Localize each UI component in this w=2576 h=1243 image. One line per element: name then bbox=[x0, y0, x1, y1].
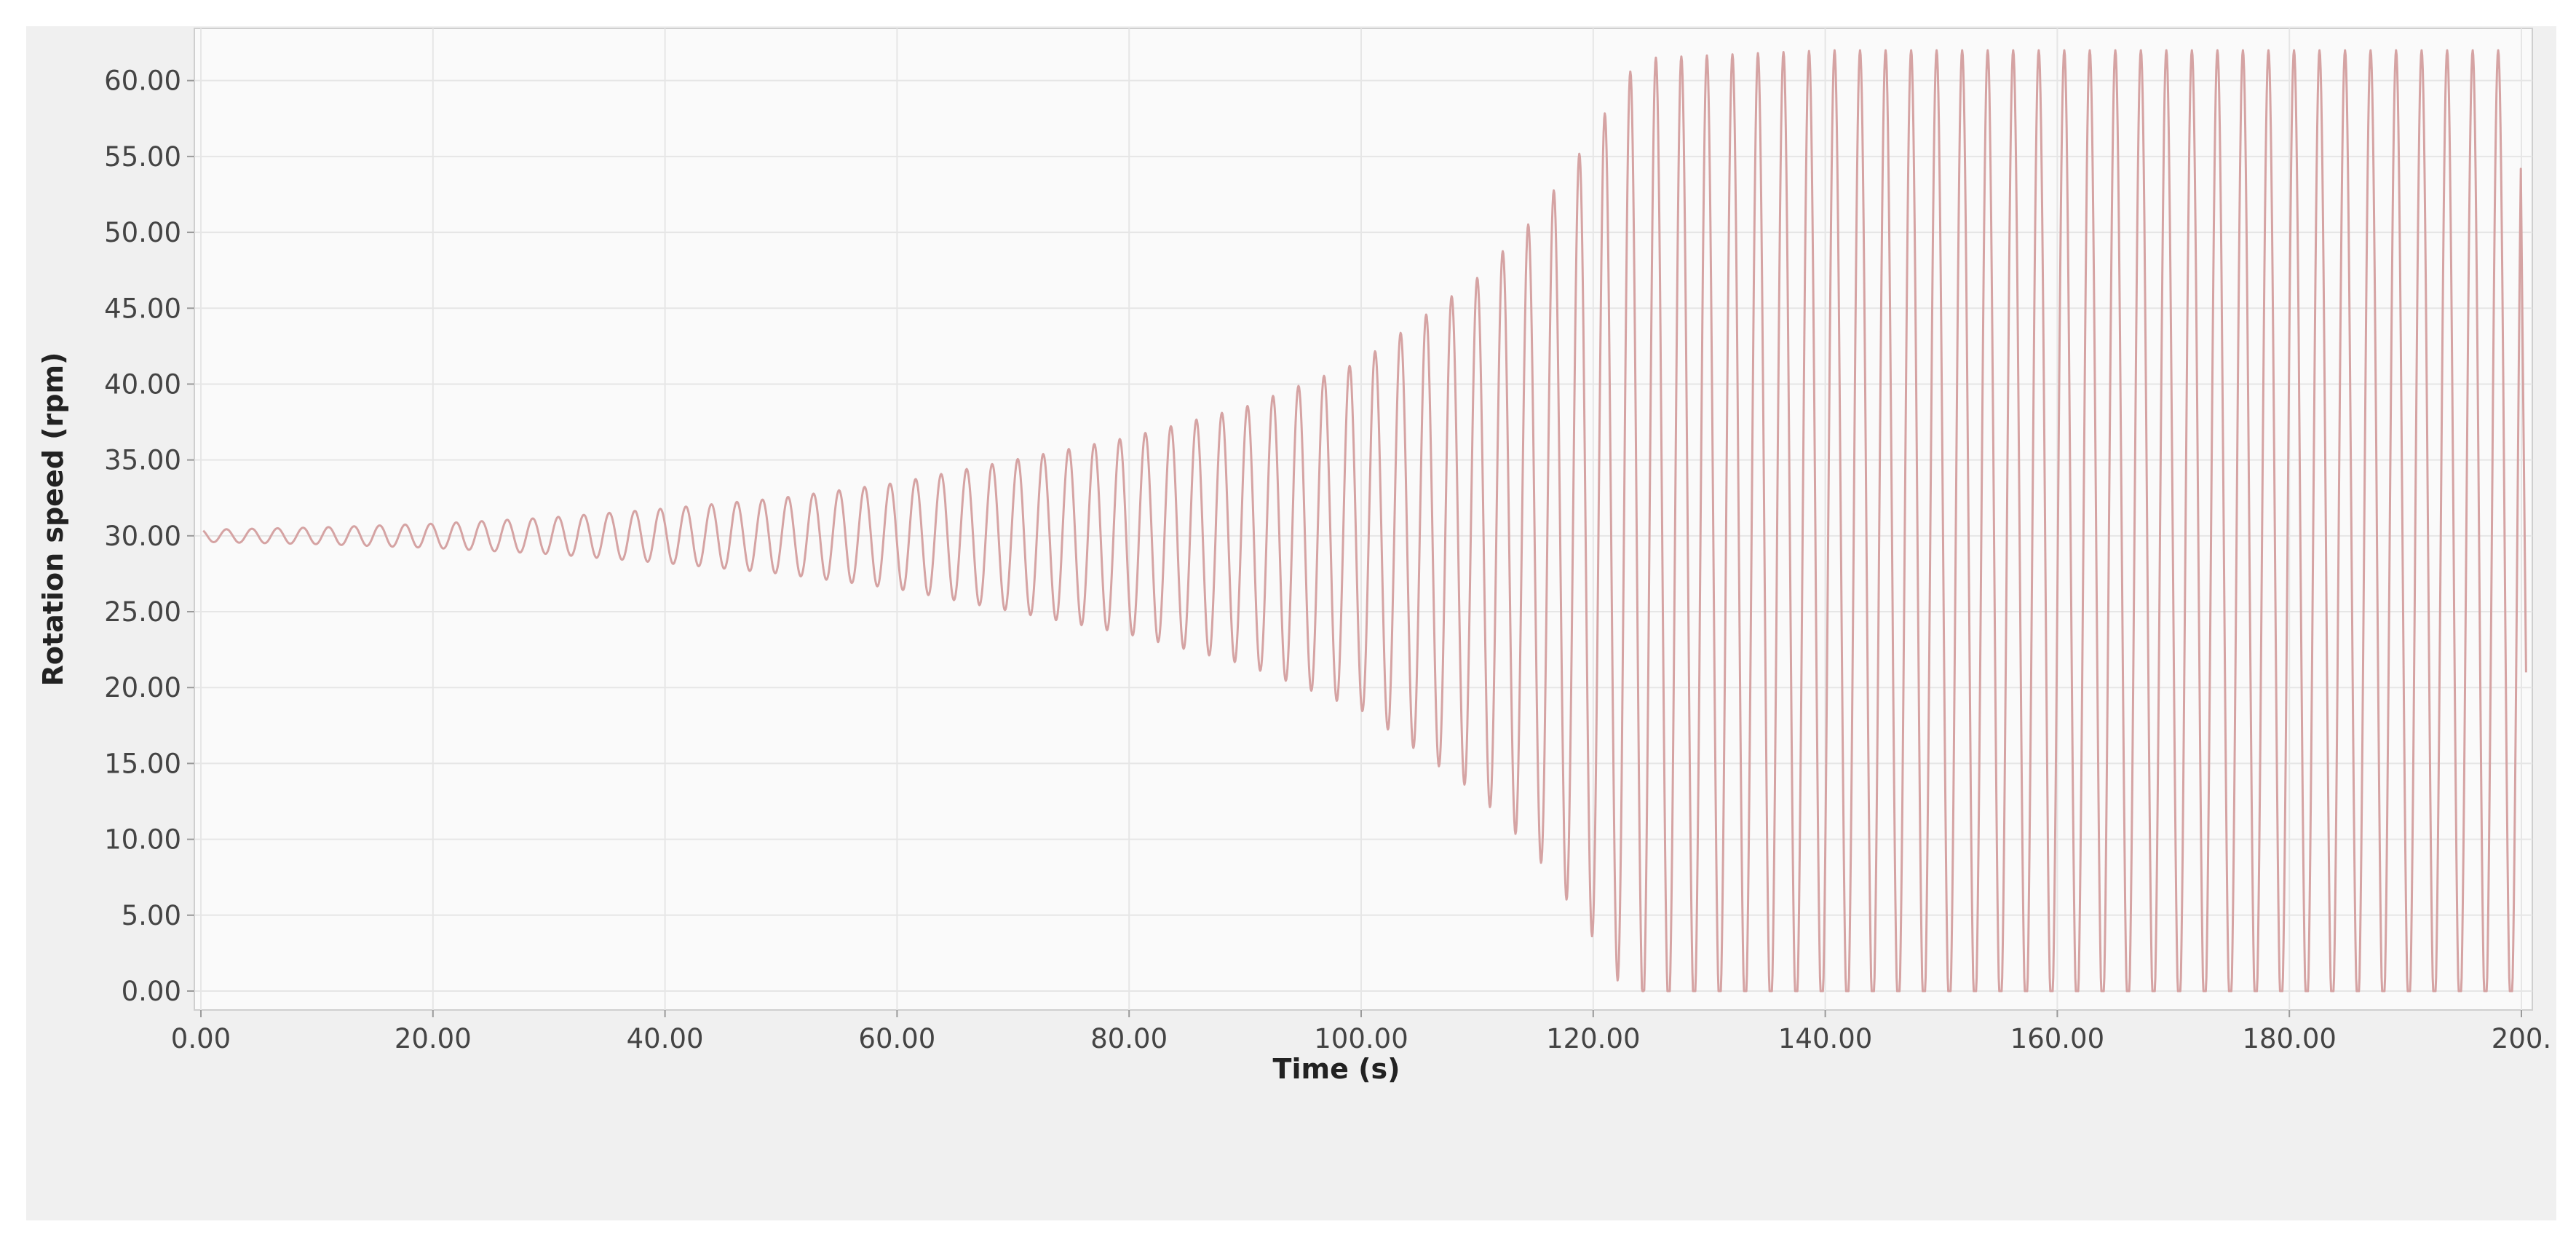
x-tick-label: 200. bbox=[2492, 1023, 2551, 1054]
rotation-speed-chart: 0.00 5.00 10.00 15.00 20.00 25.00 30.00 35.00 40… bbox=[37, 28, 2551, 1085]
x-tick-label: 40.00 bbox=[627, 1023, 704, 1054]
y-axis-ticks: 0.00 5.00 10.00 15.00 20.00 25.00 30.00 35.00 40… bbox=[104, 66, 194, 1007]
x-axis-label: Time (s) bbox=[1273, 1053, 1400, 1085]
x-tick-label: 140.00 bbox=[1778, 1023, 1872, 1054]
x-tick-label: 20.00 bbox=[395, 1023, 472, 1054]
y-tick-label: 15.00 bbox=[104, 748, 181, 779]
y-tick-label: 30.00 bbox=[104, 521, 181, 552]
x-tick-label: 0.00 bbox=[171, 1023, 231, 1054]
y-tick-label: 10.00 bbox=[104, 824, 181, 856]
y-tick-label: 40.00 bbox=[104, 368, 181, 400]
grid-lines bbox=[194, 28, 2532, 1010]
chart-panel: 0.00 5.00 10.00 15.00 20.00 25.00 30.00 35.00 40… bbox=[26, 26, 2556, 1220]
y-tick-label: 60.00 bbox=[104, 66, 181, 97]
y-tick-label: 20.00 bbox=[104, 672, 181, 703]
y-axis-label: Rotation speed (rpm) bbox=[37, 352, 69, 687]
y-tick-label: 25.00 bbox=[104, 596, 181, 628]
y-tick-label: 5.00 bbox=[122, 900, 181, 931]
x-tick-label: 80.00 bbox=[1090, 1023, 1168, 1054]
y-tick-label: 55.00 bbox=[104, 141, 181, 173]
y-tick-label: 45.00 bbox=[104, 293, 181, 324]
y-tick-label: 50.00 bbox=[104, 217, 181, 248]
x-tick-label: 100.00 bbox=[1314, 1023, 1408, 1054]
y-tick-label: 0.00 bbox=[122, 976, 181, 1007]
x-tick-label: 120.00 bbox=[1546, 1023, 1640, 1054]
series-line-rotation-speed bbox=[202, 49, 2527, 993]
y-tick-label: 35.00 bbox=[104, 445, 181, 476]
x-tick-label: 60.00 bbox=[858, 1023, 935, 1054]
x-tick-label: 160.00 bbox=[2010, 1023, 2104, 1054]
x-tick-label: 180.00 bbox=[2242, 1023, 2336, 1054]
x-axis-ticks: 0.00 20.00 40.00 60.00 80.00 100.00 120.00 140.… bbox=[171, 1010, 2551, 1054]
plot-area bbox=[194, 28, 2533, 1011]
